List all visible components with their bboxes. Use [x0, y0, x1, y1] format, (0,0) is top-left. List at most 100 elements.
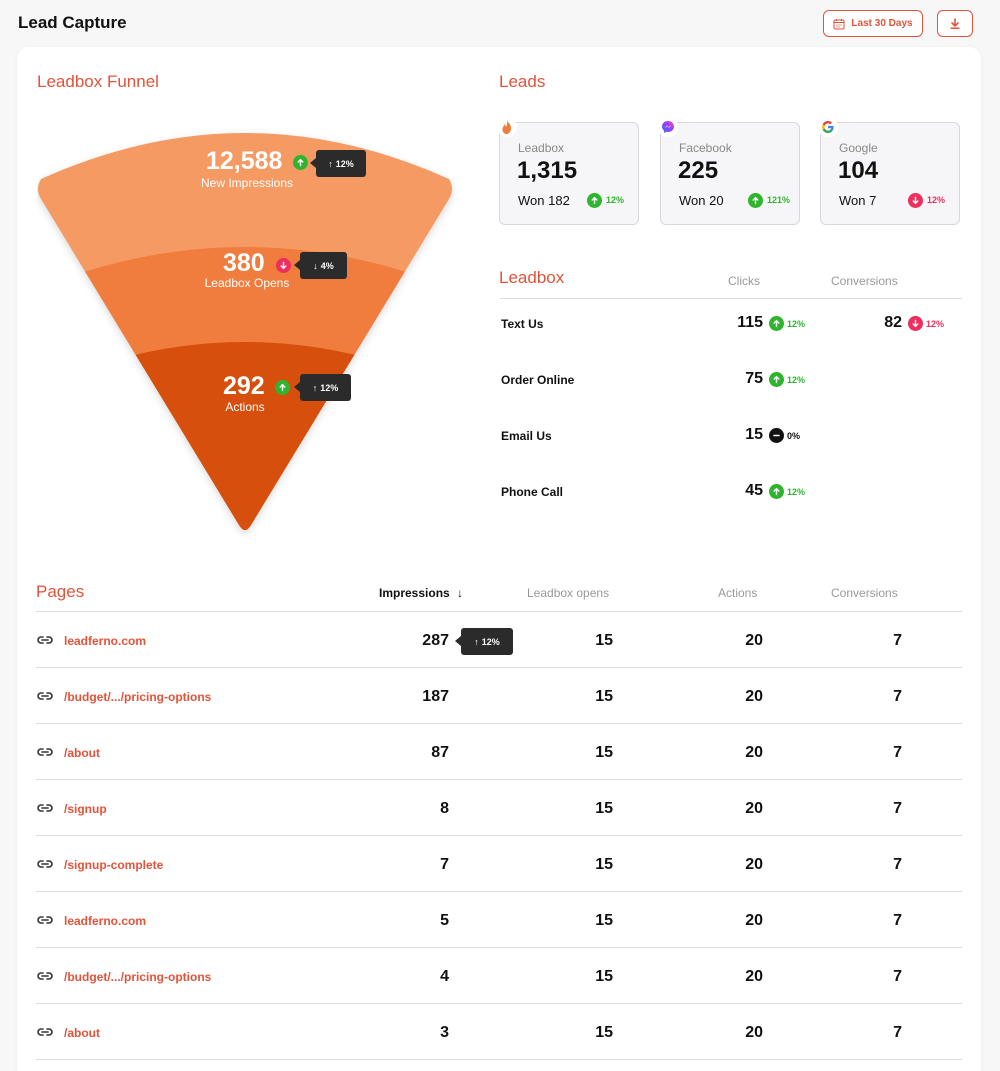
col-head-leadbox-opens[interactable]: Leadbox opens: [527, 586, 610, 600]
page-actions-value: 20: [745, 912, 763, 929]
leadbox-row-conv-change: 12%: [926, 319, 945, 329]
table-row[interactable]: /about 3 15 20 7: [17, 1004, 981, 1060]
lead-card-leadbox[interactable]: Leadbox 1,315 Won 182 12%: [497, 117, 639, 225]
funnel-impressions-tooltip: ↑ 12%: [310, 150, 366, 177]
page-url-link[interactable]: leadferno.com: [64, 914, 147, 928]
leadbox-table-title: Leadbox: [499, 268, 565, 287]
link-icon: [37, 916, 53, 924]
link-icon: [37, 860, 53, 868]
page-conversions-value: 7: [893, 632, 902, 649]
col-head-clicks[interactable]: Clicks: [728, 274, 760, 288]
link-icon: [37, 972, 53, 980]
funnel-actions-tooltip: ↑ 12%: [294, 374, 351, 401]
trend-down-icon: [276, 258, 291, 273]
leads-title: Leads: [499, 72, 546, 91]
arrow-up-icon: ↑: [328, 158, 333, 169]
leadbox-row-clicks-change: 0%: [787, 431, 801, 441]
page-opens-value: 15: [595, 968, 613, 985]
lead-card-won: Won 182: [518, 193, 570, 208]
page-conversions-value: 7: [893, 800, 902, 817]
page-actions-value: 20: [745, 632, 763, 649]
page-actions-value: 20: [745, 800, 763, 817]
messenger-icon: [658, 117, 678, 137]
col-head-conversions[interactable]: Conversions: [831, 586, 898, 600]
page-opens-value: 15: [595, 688, 613, 705]
lead-card-change: 12%: [606, 195, 625, 205]
top-bar: Lead Capture Last 30 Days: [0, 0, 1000, 46]
lead-card-value: 104: [838, 157, 879, 184]
arrow-up-icon: ↑: [474, 636, 479, 647]
divider: [36, 1003, 962, 1004]
divider: [36, 611, 962, 612]
pages-title: Pages: [36, 582, 85, 601]
col-head-conversions[interactable]: Conversions: [831, 274, 898, 288]
page-opens-value: 15: [595, 800, 613, 817]
page-conversions-value: 7: [893, 744, 902, 761]
lead-card-change: 12%: [927, 195, 946, 205]
divider: [36, 947, 962, 948]
impressions-tooltip: ↑ 12%: [455, 628, 513, 655]
page-conversions-value: 7: [893, 968, 902, 985]
funnel-opens-tooltip: ↓ 4%: [294, 252, 347, 279]
link-icon: [37, 1028, 53, 1036]
date-range-label: Last 30 Days: [851, 18, 913, 29]
page-opens-value: 15: [595, 856, 613, 873]
page-url-link[interactable]: /budget/.../pricing-options: [64, 690, 212, 704]
funnel-impressions-value: 12,588: [206, 147, 283, 175]
page-conversions-value: 7: [893, 856, 902, 873]
dashboard-card: Leadbox Funnel 12,588 New Impressions ↑ 1…: [17, 47, 981, 1071]
leadbox-row-label: Order Online: [501, 373, 575, 387]
trend-up-icon: [293, 155, 308, 170]
flame-icon: [497, 117, 517, 137]
trend-up-icon: [769, 316, 784, 331]
table-row[interactable]: leadferno.com 5 15 20 7: [17, 892, 981, 948]
lead-card-won: Won 20: [679, 193, 724, 208]
page-url-link[interactable]: /signup-complete: [64, 858, 164, 872]
page-actions-value: 20: [745, 1024, 763, 1041]
divider: [36, 667, 962, 668]
divider: [36, 779, 962, 780]
page-opens-value: 15: [595, 1024, 613, 1041]
table-row[interactable]: /budget/.../pricing-options 187 15 20 7: [17, 668, 981, 724]
page-url-link[interactable]: /signup: [64, 802, 107, 816]
page-impressions-value: 4: [440, 968, 449, 985]
table-row[interactable]: leadferno.com 287 15 20 7: [17, 612, 981, 668]
funnel-opens-value: 380: [223, 249, 265, 277]
divider: [500, 298, 962, 299]
page-url-link[interactable]: /about: [64, 746, 100, 760]
funnel-actions-label: Actions: [225, 400, 265, 414]
calendar-icon: [833, 18, 845, 29]
divider: [36, 891, 962, 892]
link-icon: [37, 748, 53, 756]
link-icon: [37, 804, 53, 812]
leadbox-row-conversions: 82: [884, 314, 902, 331]
page-impressions-value: 3: [440, 1024, 449, 1041]
trend-down-icon: [908, 193, 923, 208]
lead-card-google[interactable]: Google 104 Won 7 12%: [818, 117, 960, 225]
table-row[interactable]: /budget/.../pricing-options 4 15 20 7: [17, 948, 981, 1004]
page-url-link[interactable]: leadferno.com: [64, 634, 147, 648]
trend-neutral-icon: [769, 428, 784, 443]
table-row[interactable]: /signup 8 15 20 7: [17, 780, 981, 836]
lead-card-facebook[interactable]: Facebook 225 Won 20 121%: [658, 117, 800, 225]
table-row[interactable]: /signup-complete 7 15 20 7: [17, 836, 981, 892]
page-conversions-value: 7: [893, 912, 902, 929]
page-impressions-value: 8: [440, 800, 449, 817]
lead-card-won: Won 7: [839, 193, 877, 208]
lead-card-source: Google: [839, 141, 878, 155]
page-url-link[interactable]: /about: [64, 1026, 100, 1040]
trend-up-icon: [748, 193, 763, 208]
col-head-actions[interactable]: Actions: [718, 586, 758, 600]
table-row[interactable]: /about 87 15 20 7: [17, 724, 981, 780]
col-head-impressions[interactable]: Impressions ↓: [379, 586, 464, 600]
leadbox-row-clicks-change: 12%: [787, 319, 806, 329]
leadbox-row-clicks: 15: [745, 426, 763, 443]
page-url-link[interactable]: /budget/.../pricing-options: [64, 970, 212, 984]
leadbox-row-clicks: 115: [737, 314, 763, 331]
trend-down-icon: [908, 316, 923, 331]
download-button[interactable]: [937, 10, 973, 37]
page-actions-value: 20: [745, 744, 763, 761]
date-range-button[interactable]: Last 30 Days: [823, 10, 923, 37]
lead-card-source: Facebook: [679, 141, 732, 155]
page-title: Lead Capture: [18, 13, 127, 32]
